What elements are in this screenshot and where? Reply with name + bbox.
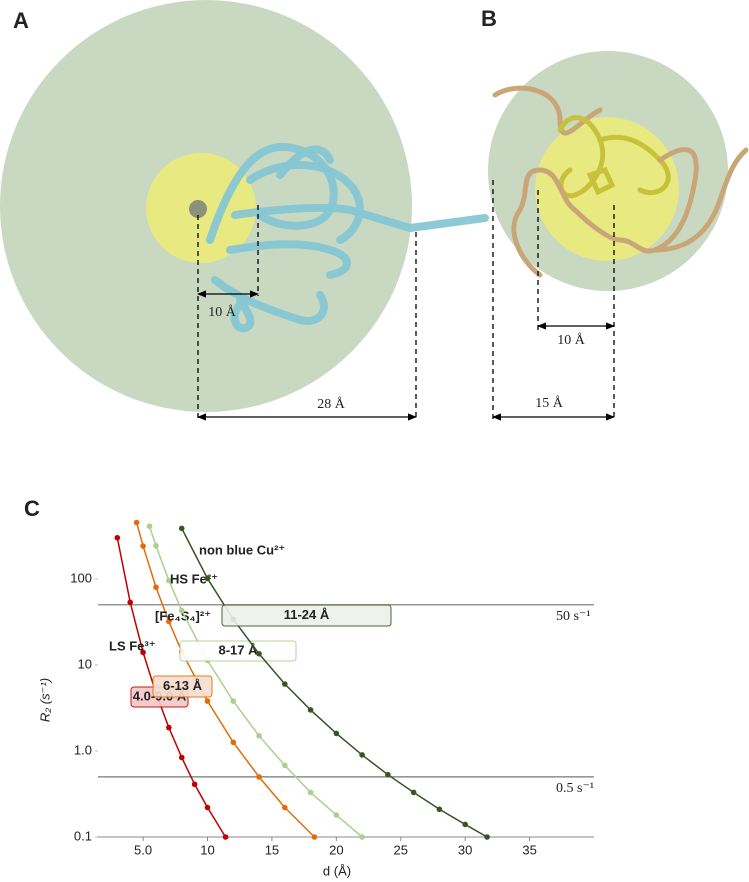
y-tick-label: 0.1 (74, 828, 92, 843)
data-point (256, 733, 262, 739)
range-label: 8-17 Å (218, 642, 258, 657)
range-box (179, 640, 297, 662)
data-point (333, 730, 340, 737)
data-point (114, 534, 121, 541)
data-point (410, 789, 417, 796)
data-point (307, 707, 314, 713)
panel-c: C 5.0 10 15 20 25 30 35 100 10 1.0 0.1 d (Å) R₂ (s⁻¹… (24, 496, 594, 879)
x-tick-label: 10 (200, 842, 214, 857)
reference-label: 0.5 s⁻¹ (556, 781, 594, 796)
range-label: 6-13 Å (163, 678, 203, 693)
data-point (153, 584, 159, 591)
data-point (178, 607, 185, 614)
data-point (140, 543, 146, 549)
x-tick-label: 5.0 (134, 842, 152, 857)
data-point (359, 834, 365, 840)
data-point (146, 523, 153, 530)
curve (181, 528, 488, 838)
reference-label: 50 s⁻¹ (556, 609, 591, 624)
distance-label: 10 Å (208, 304, 237, 320)
distance-label: 28 Å (317, 396, 346, 412)
panel-label: B (481, 6, 497, 31)
range-box (152, 675, 213, 698)
x-tick-label: 15 (265, 842, 279, 857)
data-point (166, 618, 172, 625)
data-point (222, 834, 229, 840)
y-axis-label: R₂ (s⁻¹) (37, 678, 52, 722)
y-tick-label: 100 (70, 570, 92, 585)
data-point (133, 519, 140, 526)
data-point (204, 804, 211, 811)
data-point (140, 649, 146, 656)
data-point (282, 762, 288, 769)
data-point (282, 804, 288, 811)
data-point (127, 599, 134, 606)
x-axis-label: d (Å) (323, 863, 351, 878)
distance-label: 10 Å (557, 332, 586, 348)
data-point (436, 806, 443, 813)
data-point (230, 698, 237, 704)
data-point (359, 752, 365, 758)
data-point (484, 834, 490, 840)
distance-label: 15 Å (535, 395, 564, 411)
metal-ion (189, 200, 207, 218)
series-label: LS Fe³⁺ (109, 638, 156, 653)
panel-label: A (13, 8, 29, 33)
panel-a: 10 Å 28 Å A (0, 0, 489, 421)
protein-ribbon (492, 85, 749, 278)
y-tick-label: 10 (78, 656, 92, 671)
y-tick-label: 1.0 (74, 742, 92, 757)
data-point (311, 834, 318, 840)
data-point (282, 681, 288, 687)
range-label: 11-24 Å (284, 607, 330, 622)
range-box (221, 604, 392, 627)
data-point (166, 577, 172, 584)
panel-b: 10 Å 15 Å B (481, 6, 749, 421)
series-label: [Fe₄S₄]²⁺ (155, 608, 211, 623)
data-point (385, 771, 391, 778)
series-label: non blue Cu²⁺ (199, 542, 285, 557)
data-point (191, 781, 198, 788)
data-point (230, 739, 237, 746)
x-tick-label: 25 (394, 842, 408, 857)
panel-label: C (24, 496, 40, 521)
x-tick-label: 20 (329, 842, 343, 857)
data-point (204, 575, 211, 582)
data-point (256, 650, 262, 657)
data-point (333, 812, 340, 818)
x-tick-label: 30 (458, 842, 472, 857)
data-point (204, 698, 211, 704)
data-point (256, 774, 262, 780)
data-point (307, 789, 314, 796)
data-point (178, 754, 185, 761)
data-point (166, 724, 172, 731)
data-point (178, 525, 185, 532)
data-point (153, 542, 159, 549)
x-tick-label: 35 (522, 842, 536, 857)
data-point (462, 821, 468, 828)
protein-ribbon (206, 143, 489, 333)
